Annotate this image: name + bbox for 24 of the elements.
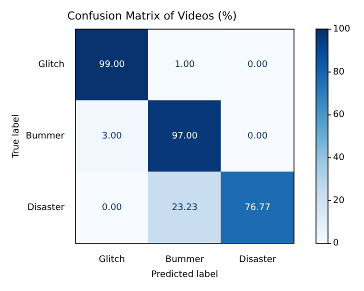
x-axis-title: Predicted label [151, 270, 218, 280]
color-bar-label: 100 [333, 24, 350, 35]
data-label: 97.00 [172, 132, 198, 142]
data-label: 76.77 [244, 203, 270, 214]
y-axis-title: True label [12, 114, 22, 160]
data-label: 3.00 [102, 132, 122, 142]
data-label: 0.00 [248, 60, 268, 70]
color-bar-label: 20 [333, 196, 345, 206]
x-tick-label: Bummer [165, 255, 204, 266]
y-tick-label: Bummer [26, 132, 65, 142]
color-bar-label: 40 [333, 153, 345, 164]
data-label: 0.00 [248, 132, 268, 142]
color-bar-label: 0 [333, 238, 339, 249]
data-label: 1.00 [174, 60, 196, 70]
color-bar-label: 80 [333, 67, 345, 78]
y-tick-label: Glitch [38, 60, 64, 70]
data-label: 23.23 [172, 203, 198, 214]
x-tick-label: Glitch [98, 255, 125, 266]
color-bar-label: 60 [333, 110, 345, 120]
data-label: 0.00 [102, 203, 122, 214]
data-label: 99.00 [98, 60, 126, 70]
y-tick-label: Disaster [27, 203, 65, 214]
x-tick-label: Disaster [239, 255, 276, 266]
chart-title: Confusion Matrix of Videos (%) [67, 9, 237, 22]
